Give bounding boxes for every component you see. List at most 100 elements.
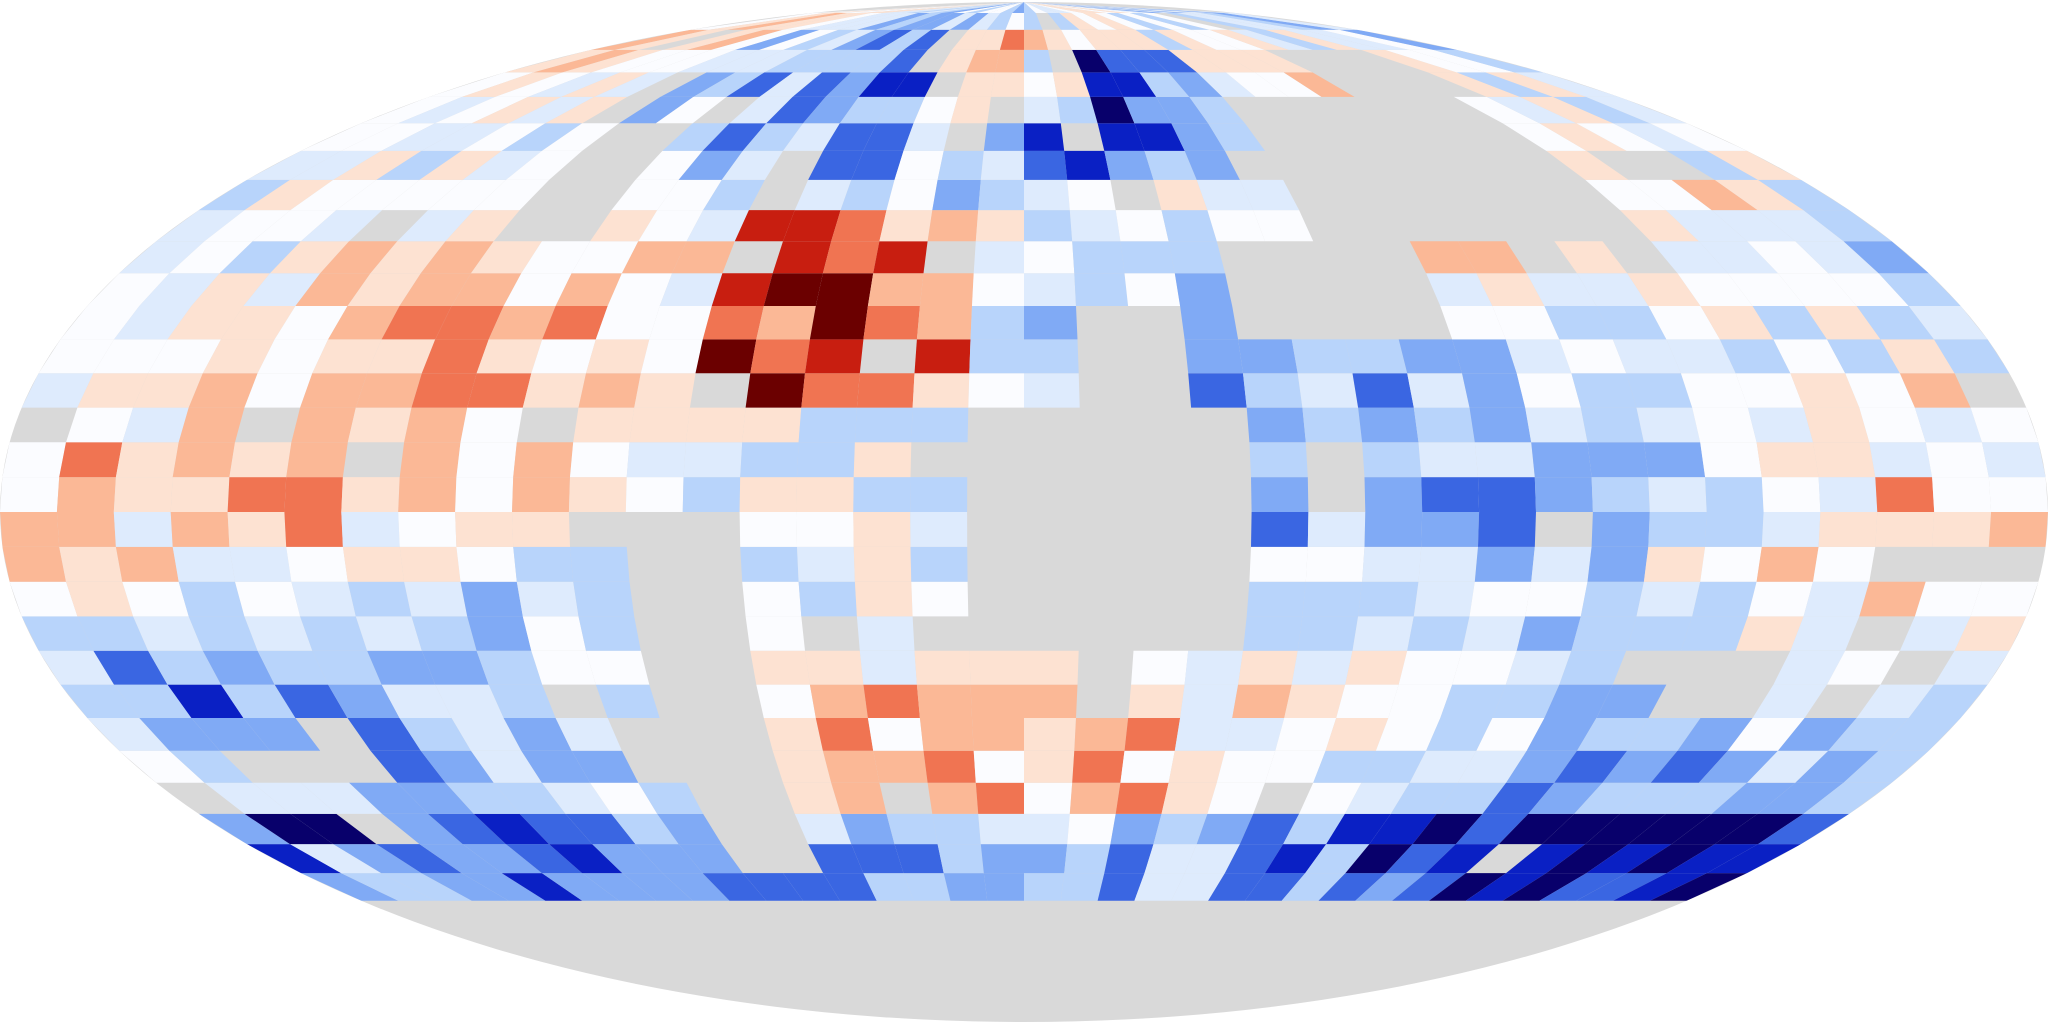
grid-cell bbox=[1492, 684, 1560, 718]
grid-cell bbox=[9, 581, 78, 617]
grid-cell bbox=[1427, 72, 1520, 97]
grid-cell bbox=[927, 782, 979, 814]
grid-cell bbox=[823, 873, 877, 901]
grid-cell bbox=[1747, 750, 1829, 783]
grid-cell bbox=[462, 72, 563, 97]
grid-cell bbox=[516, 581, 579, 617]
grid-cell bbox=[202, 339, 275, 374]
grid-cell bbox=[1828, 273, 1909, 306]
grid-cell bbox=[541, 782, 612, 814]
grid-cell bbox=[1320, 29, 1434, 50]
grid-cell bbox=[1418, 442, 1478, 478]
grid-cell bbox=[467, 616, 532, 651]
grid-cell bbox=[766, 96, 826, 124]
grid-cell bbox=[1502, 873, 1587, 901]
grid-cell bbox=[1299, 782, 1362, 814]
grid-cell bbox=[428, 179, 506, 211]
grid-cell bbox=[1082, 13, 1136, 30]
grid-cell bbox=[727, 13, 848, 30]
grid-cell bbox=[1648, 512, 1707, 547]
grid-cell bbox=[838, 13, 919, 30]
grid-cell bbox=[1165, 13, 1265, 30]
grid-cell bbox=[1476, 718, 1545, 751]
grid-cell bbox=[1345, 650, 1408, 685]
grid-cell bbox=[1462, 616, 1526, 651]
grid-cell bbox=[381, 123, 472, 151]
grid-cell bbox=[1627, 718, 1701, 751]
grid-cell bbox=[1283, 813, 1345, 845]
grid-cell bbox=[1074, 273, 1129, 306]
grid-cell bbox=[756, 684, 816, 718]
grid-cell bbox=[1580, 581, 1644, 617]
grid-cell bbox=[1283, 72, 1355, 97]
grid-cell bbox=[903, 123, 951, 151]
grid-cell bbox=[191, 273, 270, 306]
grid-cell bbox=[531, 339, 596, 374]
grid-cell bbox=[505, 150, 583, 180]
grid-cell bbox=[93, 339, 168, 374]
grid-cell bbox=[1118, 13, 1191, 30]
grid-cell bbox=[1665, 210, 1748, 242]
grid-cell bbox=[1452, 339, 1517, 374]
grid-cell bbox=[772, 750, 832, 783]
grid-cell bbox=[854, 581, 913, 617]
grid-cell bbox=[0, 512, 60, 547]
grid-cell bbox=[1232, 684, 1292, 718]
grid-cell bbox=[941, 2, 1024, 13]
grid-cell bbox=[1024, 96, 1061, 124]
grid-cell bbox=[1090, 96, 1135, 124]
grid-cell bbox=[1505, 650, 1572, 685]
grid-cell bbox=[1465, 873, 1547, 901]
grid-cell bbox=[1586, 96, 1687, 124]
grid-cell bbox=[1803, 782, 1892, 814]
grid-cell bbox=[571, 750, 639, 783]
grid-cell bbox=[856, 616, 915, 651]
grid-cell bbox=[1875, 512, 1935, 547]
grid-cell bbox=[912, 13, 966, 30]
grid-cell bbox=[910, 546, 968, 582]
grid-cell bbox=[1074, 718, 1129, 751]
grid-cell bbox=[1207, 210, 1265, 242]
grid-cell bbox=[1284, 684, 1346, 718]
grid-cell bbox=[1052, 72, 1091, 97]
grid-cell bbox=[1526, 273, 1597, 306]
grid-cell bbox=[1643, 442, 1706, 478]
grid-cell bbox=[750, 339, 810, 374]
grid-cell bbox=[1727, 273, 1805, 306]
grid-cell bbox=[229, 442, 292, 478]
grid-cell bbox=[1161, 210, 1217, 242]
grid-cell bbox=[858, 72, 909, 97]
grid-cell bbox=[59, 442, 123, 478]
grid-cell bbox=[910, 512, 968, 547]
grid-cell bbox=[876, 96, 925, 124]
grid-cell bbox=[347, 718, 421, 751]
grid-cell bbox=[763, 273, 823, 306]
grid-cell bbox=[1587, 546, 1649, 582]
grid-cell bbox=[1761, 477, 1821, 512]
grid-cell bbox=[1168, 49, 1226, 73]
grid-cell bbox=[797, 442, 855, 478]
grid-cell bbox=[188, 373, 258, 408]
grid-cell bbox=[1208, 123, 1265, 151]
grid-cell bbox=[170, 512, 230, 547]
grid-cell bbox=[1110, 72, 1157, 97]
grid-cell bbox=[1072, 241, 1125, 274]
grid-cell bbox=[204, 210, 291, 242]
grid-cell bbox=[66, 581, 134, 617]
grid-cell bbox=[783, 29, 858, 50]
grid-cell bbox=[1934, 339, 2010, 374]
grid-cell bbox=[1856, 306, 1934, 340]
grid-cell bbox=[968, 373, 1024, 408]
grid-cell bbox=[471, 750, 542, 783]
grid-cell bbox=[1200, 13, 1321, 30]
grid-cell bbox=[619, 96, 694, 124]
grid-cell bbox=[1636, 581, 1701, 617]
grid-cell bbox=[1067, 179, 1116, 211]
grid-cell bbox=[1925, 442, 1989, 478]
grid-cell bbox=[820, 13, 907, 30]
grid-cell bbox=[227, 512, 287, 547]
grid-cell bbox=[300, 873, 399, 901]
grid-cell bbox=[978, 179, 1024, 211]
grid-cell bbox=[291, 581, 356, 617]
grid-cell bbox=[815, 718, 874, 751]
